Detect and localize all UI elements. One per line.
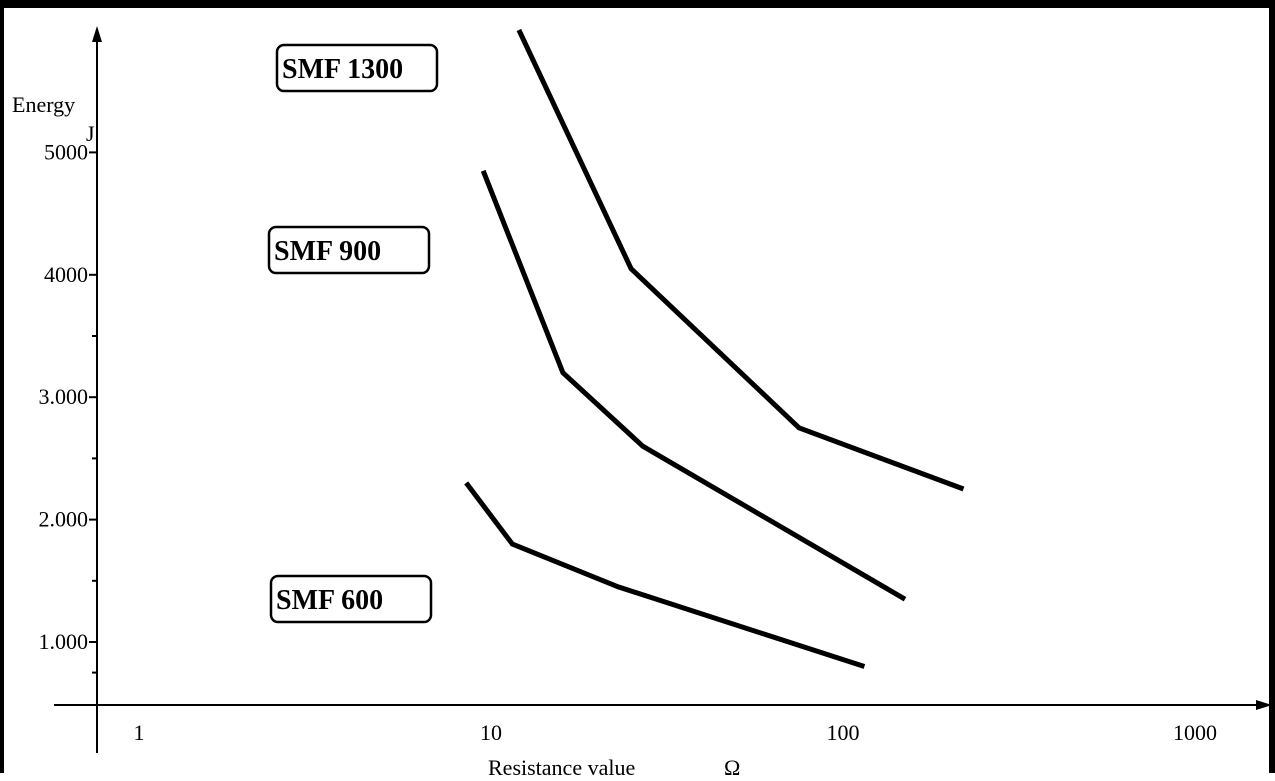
x-tick-label: 1 [134, 720, 145, 745]
series-lines [464, 28, 965, 669]
x-tick-label: 10 [480, 720, 502, 745]
y-tick-label: 5000 [44, 139, 88, 164]
series-line [464, 481, 866, 669]
series-label-box [269, 574, 433, 624]
y-ticks: 1.000 2.000 3.000 4000 5000 [39, 139, 97, 654]
series-labels: SMF 1300 SMF 900 SMF 600 [267, 43, 439, 624]
y-tick-label: 3.000 [39, 384, 89, 409]
series-label: SMF 1300 [282, 54, 403, 85]
y-tick-label: 4000 [44, 262, 88, 287]
x-axis-label: Resistance value [488, 755, 635, 780]
x-axis-unit: Ω [724, 755, 740, 780]
y-tick-label: 2.000 [39, 507, 89, 532]
y-tick-label: 1.000 [39, 629, 89, 654]
series-label: SMF 900 [274, 236, 381, 267]
y-axis-unit: J [86, 121, 95, 146]
x-tick-label: 1000 [1173, 720, 1217, 745]
series-label-box [275, 43, 439, 93]
series-label: SMF 600 [276, 585, 383, 616]
x-axis-arrow [1256, 700, 1272, 710]
chart-canvas: 1.000 2.000 3.000 4000 5000 1 10 100 1000 SMF 1… [12, 26, 1272, 780]
series-label-box [267, 225, 431, 275]
axes [54, 26, 1272, 753]
series-line [516, 28, 965, 492]
y-axis-arrow [92, 26, 102, 42]
y-axis-label: Energy [12, 92, 75, 117]
x-tick-label: 100 [827, 720, 860, 745]
x-ticks: 1 10 100 1000 [134, 720, 1218, 745]
minor-ticks [92, 335, 97, 674]
series-line [480, 169, 907, 602]
